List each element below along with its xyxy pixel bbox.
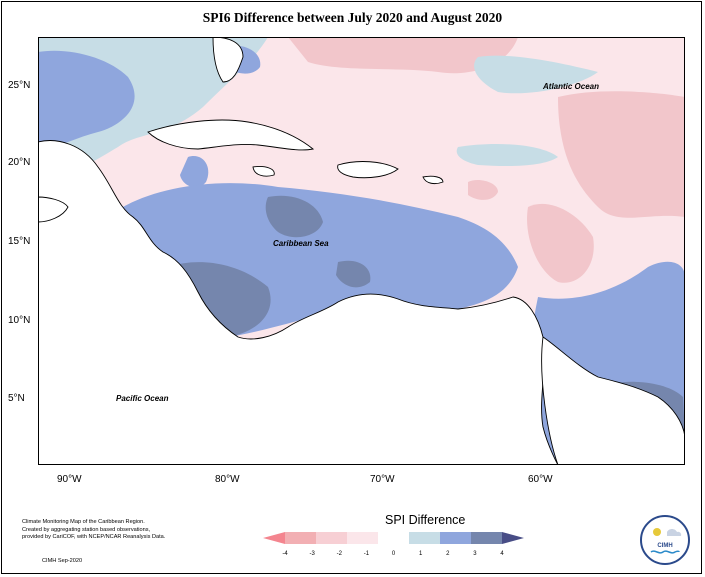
caption-line: Climate Monitoring Map of the Caribbean … [22,519,145,525]
map-caption: Climate Monitoring Map of the Caribbean … [22,519,222,542]
land-hispaniola [337,161,399,179]
legend-swatch [471,532,502,544]
legend-colorbar: -4 -3 -2 -1 0 1 2 3 4 [263,532,524,557]
legend-swatch [440,532,471,544]
land-florida [212,37,244,83]
spi-band-1-cayman [180,156,209,188]
spi-band-neg2-north [288,37,518,74]
spi-band-neg2-central [527,203,594,283]
legend-swatch [378,532,409,544]
land-cuba [147,119,315,151]
lat-label-5n: 5°N [8,393,25,404]
spi-band-1-nw [38,50,135,152]
logo-ring [640,515,690,565]
land-jamaica [252,166,275,177]
logo-wave-icon [650,550,680,554]
legend-tick-label: 2 [446,551,450,557]
page-title: SPI6 Difference between July 2020 and Au… [202,10,503,25]
spi-band-0-greater-antilles [456,144,558,167]
cimh-logo-icon: CIMH [640,515,690,565]
legend-tick-label: -2 [337,551,343,557]
spi-band-neg2-pr [468,180,498,200]
land-puerto-rico [422,175,444,185]
legend-tick-label: -4 [282,551,288,557]
credit-text: CIMH Sep-2020 [42,558,83,564]
logo-cloud-icon [667,529,682,536]
caption-line: Created by aggregating station based obs… [22,526,151,533]
label-pacific-ocean: Pacific Ocean [116,394,169,403]
legend-title: SPI Difference [385,513,466,527]
lat-label-10n: 10°N [8,315,31,326]
label-atlantic-ocean: Atlantic Ocean [542,82,599,91]
lat-label-15n: 15°N [8,236,31,247]
spi-map: Atlantic Ocean Caribbean Sea Pacific Oce… [38,37,685,465]
lat-label-20n: 20°N [8,157,31,168]
legend-swatch [347,532,378,544]
spi-band-2-colombia-coast [336,260,371,288]
legend-tick-label: 3 [473,551,477,557]
spi-band-0-atlantic [474,55,598,94]
lat-label-25n: 25°N [8,80,31,91]
label-caribbean-sea: Caribbean Sea [273,239,329,248]
legend-arrow-high [502,532,524,544]
logo-sun-icon [653,528,661,536]
legend-tick-label: -1 [364,551,370,557]
legend-tick-label: 1 [419,551,423,557]
lon-label-70w: 70°W [370,474,395,485]
land-yucatan [38,196,69,223]
legend-arrow-low [263,532,285,544]
legend-tick-label: 0 [392,551,396,557]
logo-text: CIMH [657,543,672,549]
land-guianas [541,336,685,465]
legend-tick-label: 4 [500,551,504,557]
lon-label-90w: 90°W [57,474,82,485]
map-border [38,37,685,465]
legend-tick-label: -3 [309,551,315,557]
lon-label-60w: 60°W [528,474,553,485]
caption-line: provided by CariCOF, with NCEP/NCAR Rean… [22,534,166,541]
lon-label-80w: 80°W [215,474,240,485]
legend-swatch [409,532,440,544]
legend-swatch [285,532,316,544]
spi-band-2-jamaica-south [265,195,323,238]
spi-band-neg2-east [558,91,685,218]
legend-swatch [316,532,347,544]
